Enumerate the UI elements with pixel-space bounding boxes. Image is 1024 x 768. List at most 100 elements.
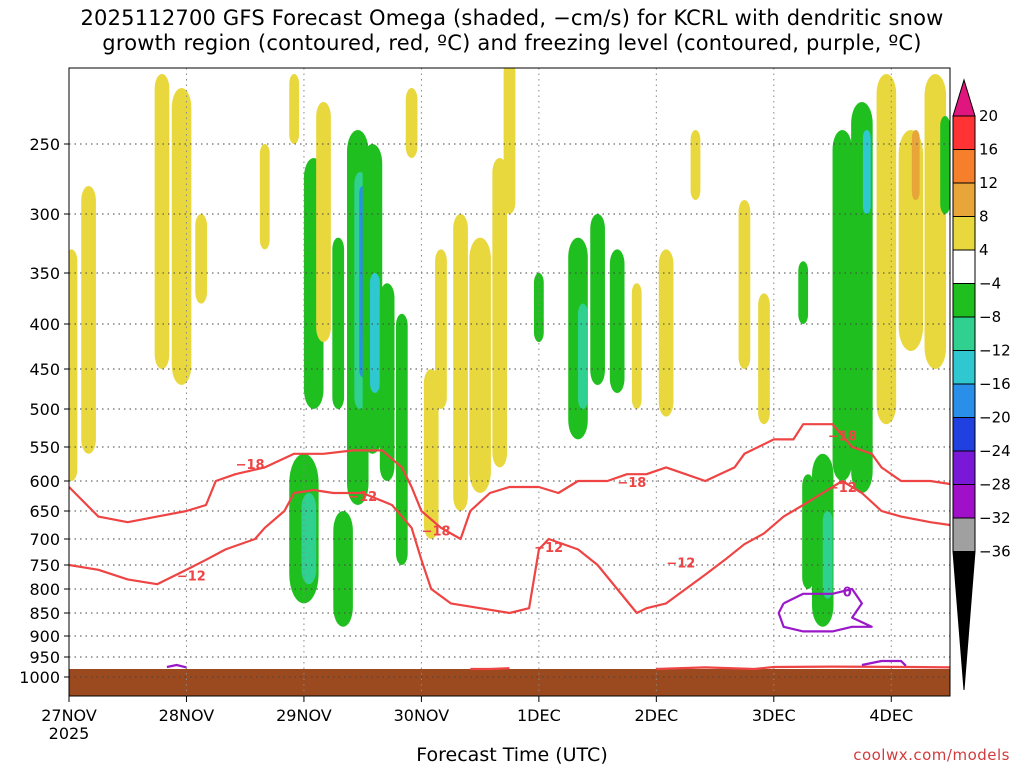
omega-cell <box>798 261 809 324</box>
colorbar-segment <box>952 450 976 485</box>
colorbar-segment <box>952 350 976 385</box>
colorbar-label: 20 <box>979 107 998 125</box>
omega-cell <box>289 74 300 144</box>
contour-line <box>777 587 873 633</box>
omega-cell <box>832 130 853 481</box>
x-tick-label: 27NOV <box>41 706 97 725</box>
omega-cell <box>533 273 544 342</box>
colorbar-label: 12 <box>979 174 998 192</box>
omega-cell <box>503 68 516 214</box>
omega-cell <box>195 214 208 304</box>
plot-frame <box>68 67 951 697</box>
colorbar-label: −24 <box>979 442 1011 460</box>
colorbar-segment <box>952 417 976 452</box>
x-tick-year: 2025 <box>49 724 90 743</box>
contour-line <box>470 667 510 671</box>
colorbar-bottom-arrow <box>952 551 976 691</box>
colorbar-segment <box>952 249 976 284</box>
x-tick-label: 28NOV <box>159 706 215 725</box>
colorbar-label: −12 <box>979 342 1011 360</box>
colorbar-segment <box>952 383 976 418</box>
colorbar-segment <box>952 182 976 217</box>
y-tick-label: 700 <box>29 530 60 549</box>
omega-cell <box>469 237 491 493</box>
y-tick-label: 550 <box>29 438 60 457</box>
omega-cell <box>609 249 625 393</box>
contour-line <box>861 659 907 667</box>
colorbar-top-arrow <box>952 78 976 117</box>
contour-label: −12 <box>177 570 206 585</box>
omega-cell <box>332 237 345 409</box>
omega-cell <box>738 200 751 369</box>
omega-cell <box>395 313 408 565</box>
title-line-1: 2025112700 GFS Forecast Omega (shaded, −… <box>80 6 944 30</box>
colorbar-label: −20 <box>979 409 1011 427</box>
contour-label: −18 <box>828 430 857 445</box>
colorbar-segment <box>952 484 976 519</box>
x-tick-label: 3DEC <box>752 706 796 725</box>
y-tick-label: 350 <box>29 264 60 283</box>
colorbar-label: 8 <box>979 208 989 226</box>
colorbar-label: −28 <box>979 476 1011 494</box>
omega-cell <box>171 88 192 385</box>
omega-cell <box>453 214 468 511</box>
omega-cell <box>590 214 605 385</box>
omega-cell <box>81 186 96 454</box>
y-tick-label: 650 <box>29 502 60 521</box>
omega-cell <box>862 130 871 214</box>
omega-cell <box>301 493 317 585</box>
y-tick-label: 750 <box>29 556 60 575</box>
omega-cell <box>492 158 508 468</box>
colorbar-label: 4 <box>979 241 989 259</box>
y-tick-label: 450 <box>29 360 60 379</box>
omega-cell <box>876 74 897 425</box>
credit-link[interactable]: coolwx.com/models <box>853 746 1010 764</box>
contour-label: −12 <box>534 541 563 556</box>
y-tick-label: 1000 <box>19 668 60 687</box>
x-tick-label: 2DEC <box>634 706 678 725</box>
colorbar-label: 16 <box>979 141 998 159</box>
contour-label: −12 <box>828 481 857 496</box>
y-tick-label: 300 <box>29 205 60 224</box>
contour-label: −12 <box>666 556 695 571</box>
omega-cell <box>758 293 770 425</box>
y-axis-pressure: 250 300 350 400 450 500 550 600 650 700 750 800 850 9… <box>19 135 69 687</box>
colorbar-segment <box>952 216 976 251</box>
x-axis-label: Forecast Time (UTC) <box>416 744 608 766</box>
omega-cell <box>379 283 395 481</box>
y-tick-label: 500 <box>29 400 60 419</box>
omega-cell <box>940 116 950 214</box>
contour-label: 0 <box>843 585 852 600</box>
x-tick-label: 1DEC <box>517 706 561 725</box>
omega-cell <box>631 283 642 409</box>
contour-line <box>69 479 950 615</box>
contour-lines <box>69 423 950 671</box>
omega-cell <box>423 369 439 539</box>
colorbar-label: −32 <box>979 509 1011 527</box>
omega-cell <box>578 303 588 409</box>
colorbar-label: −36 <box>979 543 1011 561</box>
colorbar-label: −16 <box>979 375 1011 393</box>
y-tick-label: 400 <box>29 315 60 334</box>
omega-cell <box>435 249 447 409</box>
title-line-2: growth region (contoured, red, ºC) and f… <box>102 31 922 55</box>
omega-cell <box>333 511 353 627</box>
omega-cell <box>316 102 331 342</box>
x-tick-label: 29NOV <box>276 706 332 725</box>
colorbar: 20 16 12 8 4 −4 −8 −12 −16 −20 −24 −28 −32 −36 <box>952 78 1011 691</box>
contour-labels: −18 −12 −18 −12 −18 −12 −12 −18 −12 0 <box>177 430 857 601</box>
grid-lines <box>68 68 950 696</box>
y-tick-label: 800 <box>29 580 60 599</box>
omega-cell <box>370 273 380 393</box>
contour-label: −12 <box>348 490 377 505</box>
y-tick-label: 250 <box>29 135 60 154</box>
y-tick-label: 900 <box>29 627 60 646</box>
colorbar-segment <box>952 283 976 318</box>
contour-line <box>69 423 950 541</box>
contour-line <box>656 665 950 671</box>
contour-label: −18 <box>236 458 265 473</box>
omega-cell <box>822 511 833 599</box>
colorbar-segment <box>952 517 976 552</box>
contour-label: −18 <box>422 525 451 540</box>
